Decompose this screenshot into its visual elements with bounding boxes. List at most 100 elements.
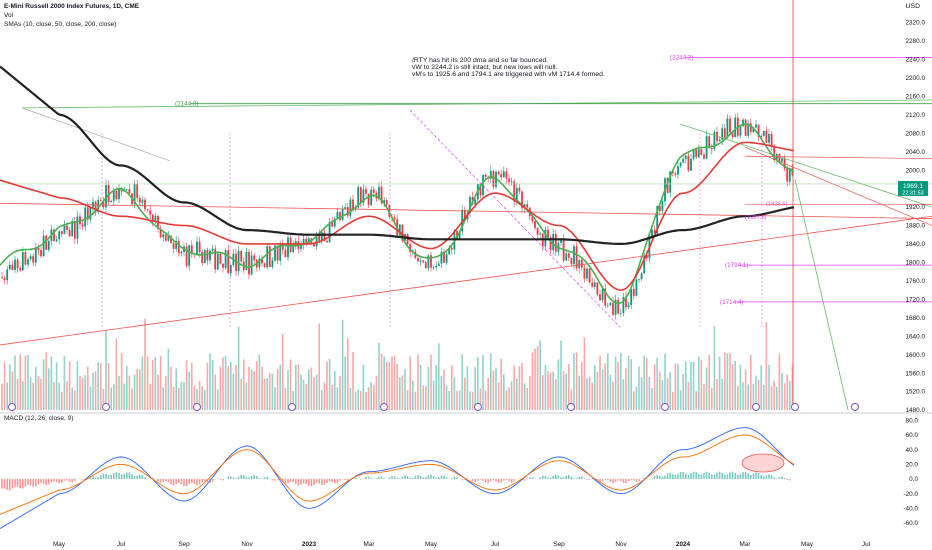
volume-bar xyxy=(422,385,424,410)
price-axis[interactable]: 2320.0 2280.0 2240.0 2200.0 2160.0 2120.0 2080… xyxy=(905,20,925,415)
macd-hist-bar xyxy=(776,478,778,479)
macd-legend[interactable]: MACD (12, 26, close, 9) xyxy=(4,415,74,422)
time-axis[interactable]: May Jul Sep Nov 2023 Mar May Jul Sep Nov 2024 Mar Ma… xyxy=(53,541,870,548)
volume-bar xyxy=(547,371,549,410)
volume-bar xyxy=(71,387,73,410)
macd-hist-bar xyxy=(258,478,261,479)
candle-body xyxy=(757,124,760,137)
event-marker-icon[interactable] xyxy=(791,403,799,411)
volume-bar xyxy=(451,365,453,410)
volume-bar xyxy=(326,361,328,410)
volume-bar xyxy=(536,345,539,410)
macd-hist-bar xyxy=(107,475,110,479)
volume-bar xyxy=(674,363,677,410)
macd-hist-bar xyxy=(180,479,183,485)
level-label: (2244.2) xyxy=(670,54,693,61)
candle-body xyxy=(8,264,11,270)
vol-legend[interactable]: Vol xyxy=(4,12,14,19)
candle-body xyxy=(479,183,482,196)
candle-body xyxy=(229,264,232,274)
candle-body xyxy=(721,128,724,140)
macd-axis[interactable]: 80.0 60.0 40.0 20.0 0.0 -20.0 -40.0 -60.0 xyxy=(903,418,918,528)
volume-bar xyxy=(614,356,617,410)
volume-bar xyxy=(406,390,409,410)
volume-bar xyxy=(274,387,276,410)
candle-body xyxy=(201,251,204,264)
event-marker-icon[interactable] xyxy=(288,403,296,411)
volume-bar xyxy=(505,390,508,410)
volume-bar xyxy=(55,362,58,410)
macd-hist-bar xyxy=(557,475,560,479)
volume-bar xyxy=(237,326,240,410)
volume-bar xyxy=(653,364,656,410)
macd-tick-label: 80.0 xyxy=(906,418,919,425)
macd-hist-bar xyxy=(245,476,248,479)
candle-body xyxy=(81,224,84,227)
event-marker-icon[interactable] xyxy=(102,403,110,411)
event-marker-icon[interactable] xyxy=(661,403,669,411)
macd-hist-bar xyxy=(305,479,307,484)
sma-legend[interactable]: SMAs (10, close, 50, close, 200, close) xyxy=(4,21,117,28)
macd-hist-bar xyxy=(53,479,55,482)
candle-body xyxy=(245,252,248,271)
macd-hist-bar xyxy=(71,479,73,483)
macd-lines xyxy=(0,427,795,529)
macd-hist-bar xyxy=(568,474,570,479)
candle-body xyxy=(484,175,487,177)
event-marker-icon[interactable] xyxy=(380,403,388,411)
volume-bar xyxy=(310,367,313,410)
volume-bar xyxy=(412,380,414,410)
price-pane[interactable]: (2244.2)(1794.1)(1714.4)(2144.0)(1925.6)… xyxy=(0,0,932,411)
candle-body xyxy=(112,190,115,201)
volume-bar xyxy=(370,382,372,410)
macd-hist-bar xyxy=(742,472,744,479)
volume-bar xyxy=(248,366,250,410)
volume-bar xyxy=(53,382,55,410)
volume-bar xyxy=(692,361,695,410)
volume-bar xyxy=(6,382,8,410)
event-marker-icon[interactable] xyxy=(8,403,16,411)
volume-bar xyxy=(747,384,749,410)
symbol-title[interactable]: E-Mini Russell 2000 Index Futures, 1D, C… xyxy=(4,3,140,10)
time-tick-label: 2024 xyxy=(676,541,691,548)
volume-bar xyxy=(575,352,578,410)
candle-body xyxy=(770,133,773,146)
candle-body xyxy=(211,248,214,251)
macd-hist-bar xyxy=(653,476,656,479)
candle-body xyxy=(128,189,131,194)
event-marker-icon[interactable] xyxy=(752,403,760,411)
macd-pane[interactable] xyxy=(0,427,795,529)
macd-hist-bar xyxy=(323,479,326,486)
volume-bar xyxy=(230,361,232,410)
candle-body xyxy=(755,124,757,128)
volume-bar xyxy=(627,355,630,410)
candle-body xyxy=(86,207,89,220)
event-marker-icon[interactable] xyxy=(567,403,575,411)
volume-bar xyxy=(1,383,3,410)
sma-200-line xyxy=(0,65,795,245)
macd-tick-label: -60.0 xyxy=(903,520,918,527)
volume-bar xyxy=(191,362,193,410)
volume-bar xyxy=(16,378,19,410)
event-marker-icon[interactable] xyxy=(474,403,482,411)
volume-bar xyxy=(100,363,102,410)
macd-hist-bar xyxy=(575,478,578,479)
macd-hist-bar xyxy=(29,479,32,486)
macd-hist-bar xyxy=(588,479,591,480)
event-markers[interactable] xyxy=(8,403,859,411)
macd-hist-bar xyxy=(711,474,713,479)
volume-bar xyxy=(271,373,274,410)
event-marker-icon[interactable] xyxy=(851,403,859,411)
macd-hist-bar xyxy=(284,479,287,484)
candle-body xyxy=(417,258,419,262)
candle-body xyxy=(216,253,219,270)
volume-bar xyxy=(466,366,469,410)
volume-bar xyxy=(105,329,107,410)
volume-bar xyxy=(763,384,765,410)
macd-hist-bar xyxy=(609,479,612,483)
volume-bar xyxy=(128,375,131,410)
candle-body xyxy=(331,222,334,227)
event-marker-icon[interactable] xyxy=(193,403,201,411)
volume-bar xyxy=(313,377,315,410)
